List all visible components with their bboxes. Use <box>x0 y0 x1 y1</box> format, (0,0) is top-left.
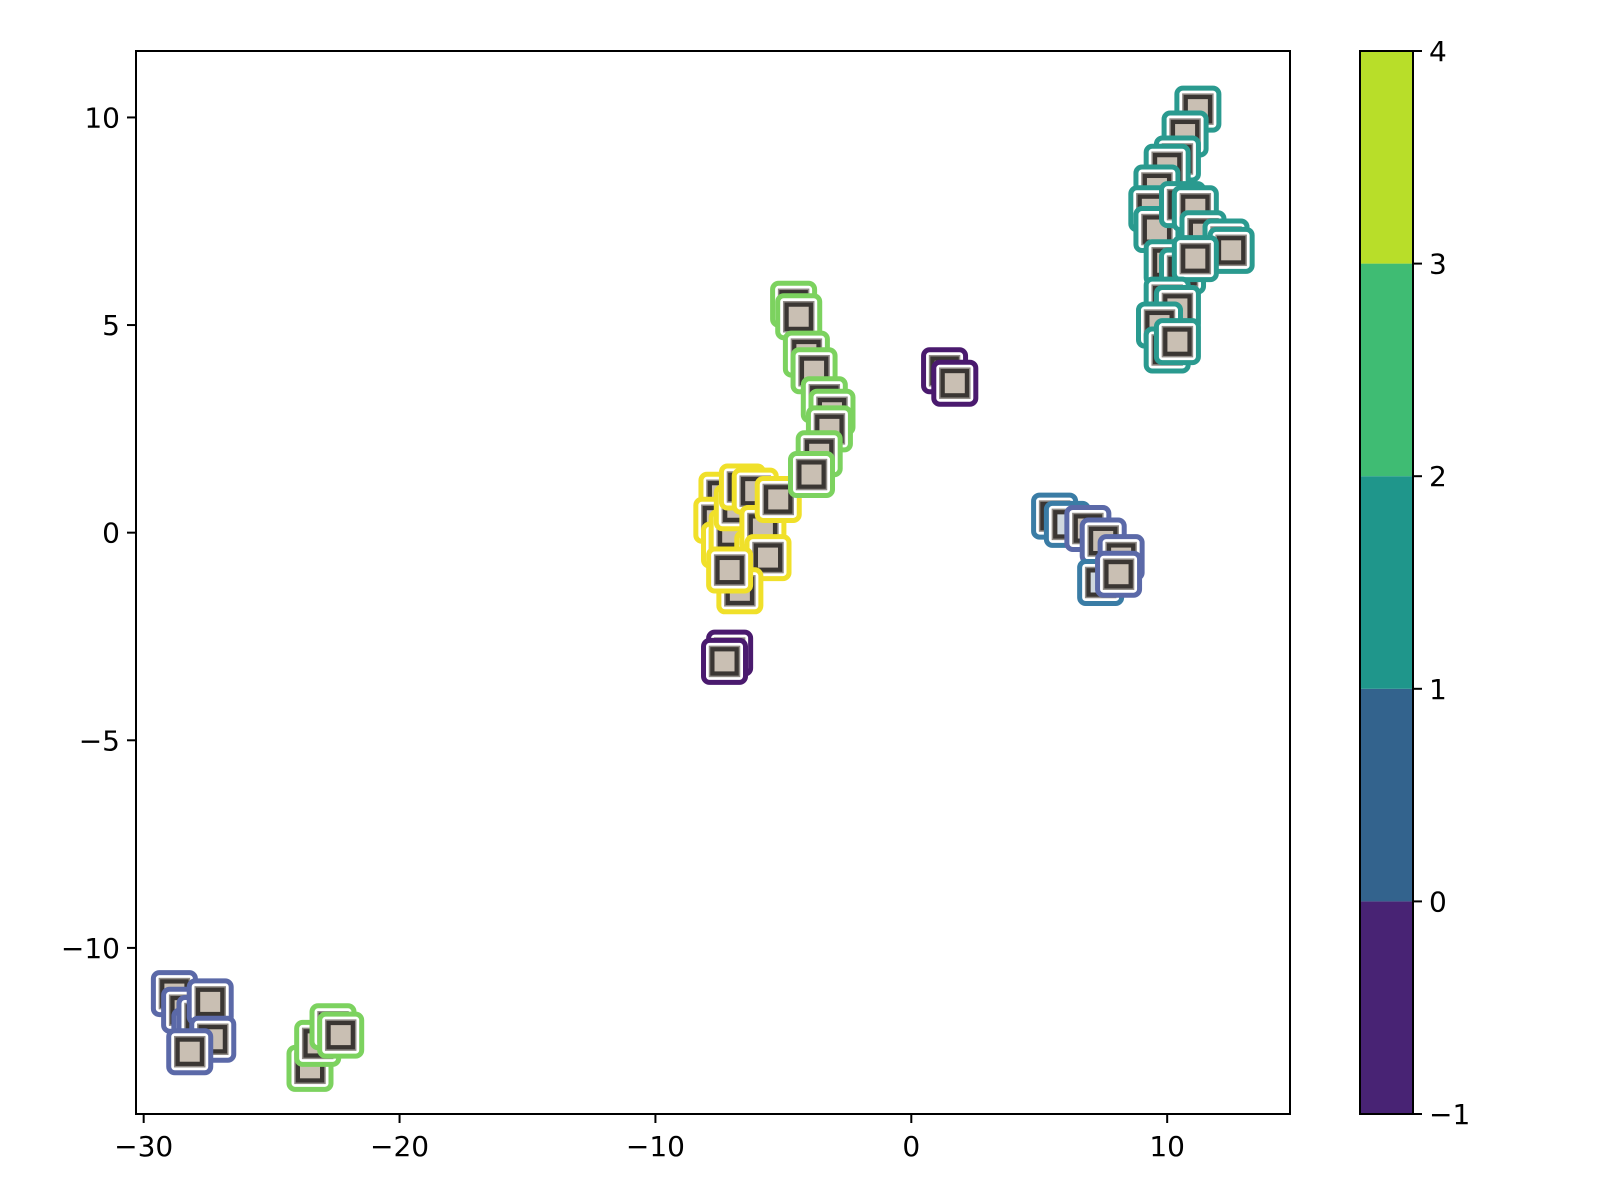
colorbar-band <box>1360 51 1413 264</box>
thumbnail-highlight <box>788 306 809 327</box>
y-tick-label: −5 <box>79 724 120 757</box>
x-tick-label: −20 <box>370 1130 429 1163</box>
thumbnail-highlight <box>330 1025 351 1046</box>
thumbnail-highlight <box>768 489 789 510</box>
thumbnail-highlight <box>719 560 740 581</box>
thumbnail-highlight <box>1108 564 1129 585</box>
colorbar: 4 3 2 1 0 −1 <box>1359 35 1470 1131</box>
thumbnail-highlight <box>804 360 825 381</box>
y-tick-label: 0 <box>102 517 120 550</box>
scatter-point <box>186 978 234 1026</box>
scatter-point <box>931 359 979 407</box>
colorbar-tick-label: 0 <box>1429 885 1447 918</box>
thumbnail-highlight <box>179 1041 200 1062</box>
colorbar-band <box>1360 476 1413 689</box>
scatter-point <box>1095 550 1143 598</box>
scatter-point <box>788 451 836 499</box>
marker-layer <box>150 85 1255 1092</box>
thumbnail-highlight <box>758 547 779 568</box>
scatter-point <box>706 546 754 594</box>
thumbnail-highlight <box>801 464 822 485</box>
thumbnail-highlight <box>1185 248 1206 269</box>
scatter-point <box>1171 235 1219 283</box>
y-tick-label: 5 <box>102 309 120 342</box>
scatter-point <box>166 1028 214 1076</box>
colorbar-tick-label: 4 <box>1429 35 1447 68</box>
scatter-point <box>1153 318 1201 366</box>
thumbnail-highlight <box>1221 240 1242 261</box>
y-tick-label: 10 <box>84 101 120 134</box>
x-tick-label: 10 <box>1149 1130 1185 1163</box>
x-tick-label: −10 <box>626 1130 685 1163</box>
plot-frame <box>135 50 1291 1115</box>
scatter-point <box>701 637 749 685</box>
y-tick-label: −10 <box>61 932 120 965</box>
x-tick-label: 0 <box>902 1130 920 1163</box>
scatter-point <box>317 1011 365 1059</box>
colorbar-tick-label: −1 <box>1429 1098 1470 1131</box>
thumbnail-highlight <box>200 991 221 1012</box>
colorbar-band <box>1360 688 1413 902</box>
thumbnail-highlight <box>752 518 773 539</box>
thumbnail-highlight <box>944 373 965 394</box>
colorbar-tick-label: 2 <box>1429 460 1447 493</box>
colorbar-band <box>1360 263 1413 477</box>
colorbar-frame <box>1359 50 1414 1115</box>
colorbar-band <box>1360 901 1413 1114</box>
x-tick-label: −30 <box>114 1130 173 1163</box>
thumbnail-highlight <box>714 651 735 672</box>
colorbar-tick-label: 1 <box>1429 673 1447 706</box>
x-axis: −30 −20 −10 0 10 <box>114 1114 1185 1163</box>
colorbar-tick-label: 3 <box>1429 248 1447 281</box>
thumbnail-highlight <box>1167 331 1188 352</box>
y-axis: 10 5 0 −5 −10 <box>61 101 136 965</box>
